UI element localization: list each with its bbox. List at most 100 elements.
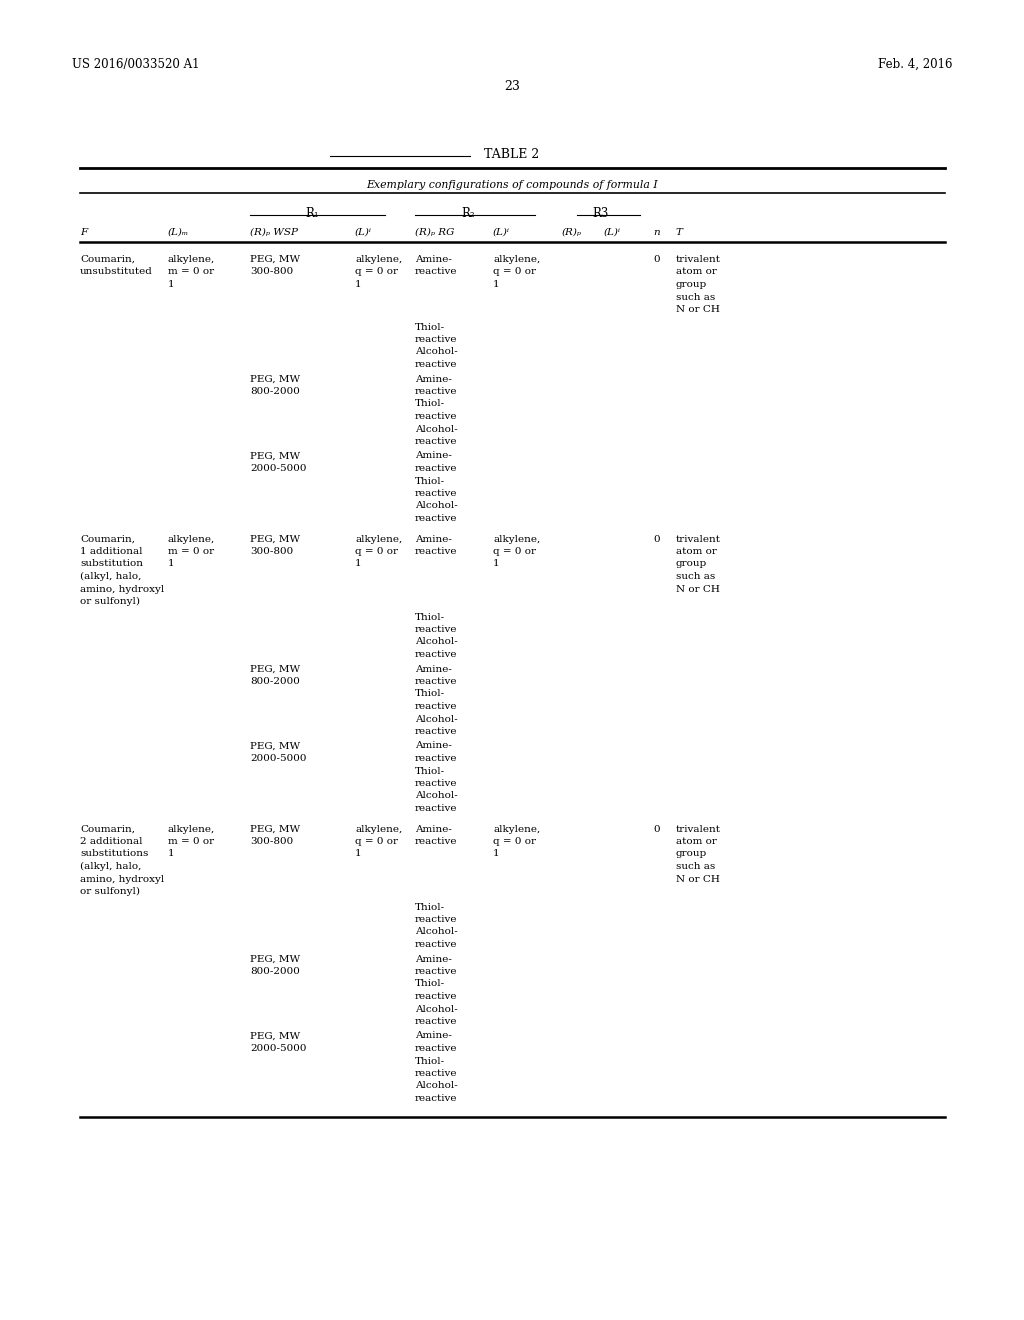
Text: (L)ⁱ: (L)ⁱ [493, 228, 510, 238]
Text: N or CH: N or CH [676, 305, 720, 314]
Text: substitutions: substitutions [80, 850, 148, 858]
Text: T: T [676, 228, 683, 238]
Text: 1: 1 [355, 280, 361, 289]
Text: Alcohol-: Alcohol- [415, 347, 458, 356]
Text: R₁: R₁ [305, 207, 318, 220]
Text: Alcohol-: Alcohol- [415, 792, 458, 800]
Text: Thiol-: Thiol- [415, 979, 445, 989]
Text: m = 0 or: m = 0 or [168, 837, 214, 846]
Text: reactive: reactive [415, 513, 458, 523]
Text: reactive: reactive [415, 1069, 458, 1078]
Text: Amine-: Amine- [415, 535, 452, 544]
Text: reactive: reactive [415, 993, 458, 1001]
Text: 1: 1 [168, 850, 175, 858]
Text: reactive: reactive [415, 968, 458, 975]
Text: trivalent: trivalent [676, 255, 721, 264]
Text: PEG, MW: PEG, MW [250, 375, 300, 384]
Text: reactive: reactive [415, 624, 458, 634]
Text: 1 additional: 1 additional [80, 546, 142, 556]
Text: 23: 23 [504, 81, 520, 92]
Text: reactive: reactive [415, 754, 458, 763]
Text: Alcohol-: Alcohol- [415, 638, 458, 647]
Text: (R)ₚ WSP: (R)ₚ WSP [250, 228, 298, 238]
Text: Thiol-: Thiol- [415, 689, 445, 698]
Text: reactive: reactive [415, 1016, 458, 1026]
Text: q = 0 or: q = 0 or [355, 546, 398, 556]
Text: 2000-5000: 2000-5000 [250, 465, 306, 473]
Text: reactive: reactive [415, 335, 458, 345]
Text: PEG, MW: PEG, MW [250, 1031, 300, 1040]
Text: reactive: reactive [415, 465, 458, 473]
Text: 2000-5000: 2000-5000 [250, 1044, 306, 1053]
Text: 300-800: 300-800 [250, 837, 293, 846]
Text: substitution: substitution [80, 560, 143, 569]
Text: Amine-: Amine- [415, 664, 452, 673]
Text: q = 0 or: q = 0 or [493, 546, 536, 556]
Text: reactive: reactive [415, 649, 458, 659]
Text: R₂: R₂ [461, 207, 475, 220]
Text: (L)ₘ: (L)ₘ [168, 228, 189, 238]
Text: alkylene,: alkylene, [168, 825, 215, 833]
Text: Exemplary configurations of compounds of formula I: Exemplary configurations of compounds of… [367, 180, 657, 190]
Text: such as: such as [676, 572, 715, 581]
Text: amino, hydroxyl: amino, hydroxyl [80, 585, 164, 594]
Text: reactive: reactive [415, 779, 458, 788]
Text: or sulfonyl): or sulfonyl) [80, 887, 140, 896]
Text: Feb. 4, 2016: Feb. 4, 2016 [878, 58, 952, 71]
Text: 1: 1 [493, 850, 500, 858]
Text: alkylene,: alkylene, [168, 535, 215, 544]
Text: trivalent: trivalent [676, 825, 721, 833]
Text: q = 0 or: q = 0 or [493, 837, 536, 846]
Text: group: group [676, 850, 708, 858]
Text: atom or: atom or [676, 546, 717, 556]
Text: 300-800: 300-800 [250, 546, 293, 556]
Text: 800-2000: 800-2000 [250, 387, 300, 396]
Text: (L)ⁱ: (L)ⁱ [604, 228, 621, 238]
Text: or sulfonyl): or sulfonyl) [80, 597, 140, 606]
Text: Amine-: Amine- [415, 954, 452, 964]
Text: PEG, MW: PEG, MW [250, 535, 300, 544]
Text: reactive: reactive [415, 488, 458, 498]
Text: 800-2000: 800-2000 [250, 968, 300, 975]
Text: Amine-: Amine- [415, 742, 452, 751]
Text: PEG, MW: PEG, MW [250, 742, 300, 751]
Text: Thiol-: Thiol- [415, 1056, 445, 1065]
Text: R3: R3 [593, 207, 609, 220]
Text: Coumarin,: Coumarin, [80, 535, 135, 544]
Text: alkylene,: alkylene, [355, 255, 402, 264]
Text: reactive: reactive [415, 437, 458, 446]
Text: reactive: reactive [415, 268, 458, 276]
Text: Thiol-: Thiol- [415, 903, 445, 912]
Text: Alcohol-: Alcohol- [415, 1005, 458, 1014]
Text: 300-800: 300-800 [250, 268, 293, 276]
Text: N or CH: N or CH [676, 585, 720, 594]
Text: PEG, MW: PEG, MW [250, 825, 300, 833]
Text: TABLE 2: TABLE 2 [484, 148, 540, 161]
Text: alkylene,: alkylene, [168, 255, 215, 264]
Text: 1: 1 [355, 850, 361, 858]
Text: 800-2000: 800-2000 [250, 677, 300, 686]
Text: alkylene,: alkylene, [493, 255, 541, 264]
Text: q = 0 or: q = 0 or [355, 268, 398, 276]
Text: reactive: reactive [415, 837, 458, 846]
Text: q = 0 or: q = 0 or [355, 837, 398, 846]
Text: (alkyl, halo,: (alkyl, halo, [80, 862, 141, 871]
Text: reactive: reactive [415, 915, 458, 924]
Text: Alcohol-: Alcohol- [415, 1081, 458, 1090]
Text: trivalent: trivalent [676, 535, 721, 544]
Text: 0: 0 [653, 825, 659, 833]
Text: Thiol-: Thiol- [415, 612, 445, 622]
Text: alkylene,: alkylene, [493, 535, 541, 544]
Text: US 2016/0033520 A1: US 2016/0033520 A1 [72, 58, 200, 71]
Text: Alcohol-: Alcohol- [415, 714, 458, 723]
Text: Thiol-: Thiol- [415, 400, 445, 408]
Text: PEG, MW: PEG, MW [250, 451, 300, 461]
Text: 0: 0 [653, 255, 659, 264]
Text: 1: 1 [355, 560, 361, 569]
Text: reactive: reactive [415, 940, 458, 949]
Text: n: n [653, 228, 659, 238]
Text: N or CH: N or CH [676, 874, 720, 883]
Text: alkylene,: alkylene, [493, 825, 541, 833]
Text: m = 0 or: m = 0 or [168, 268, 214, 276]
Text: 1: 1 [168, 560, 175, 569]
